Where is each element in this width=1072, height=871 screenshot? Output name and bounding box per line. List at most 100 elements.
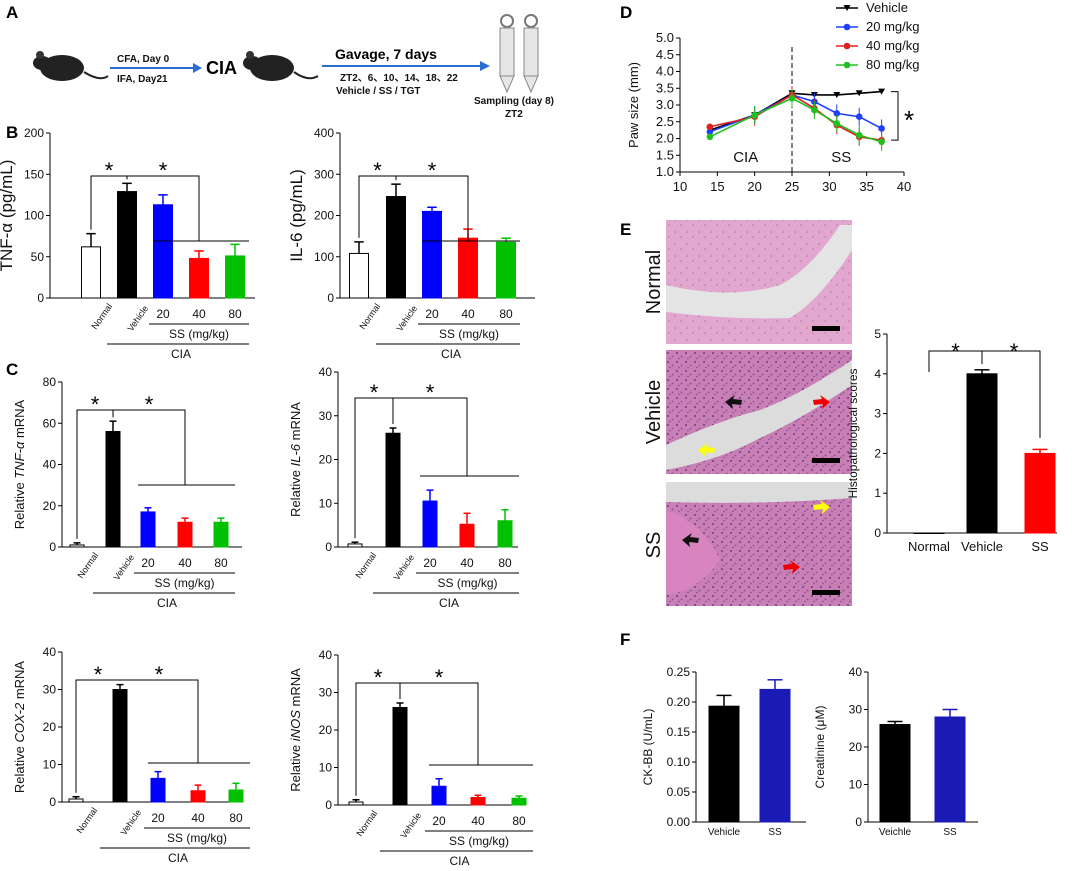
- x-label-dose: 80: [499, 307, 513, 321]
- y-tick-label: 20: [319, 723, 333, 737]
- bar: [966, 373, 998, 534]
- sampling-label: Sampling (day 8): [474, 96, 554, 107]
- y-axis-label: Paw size (mm): [626, 62, 641, 148]
- phase-label-ss: SS: [831, 149, 851, 166]
- legend-label: 40 mg/kg: [866, 38, 919, 53]
- legend-marker: [843, 42, 851, 50]
- bar: [105, 431, 121, 548]
- significance-star: *: [373, 158, 382, 183]
- significance-star: *: [91, 392, 100, 417]
- data-point: [855, 131, 863, 139]
- y-tick-label: 3: [874, 407, 881, 421]
- bar: [879, 724, 911, 823]
- ss-group-label: SS (mg/kg): [169, 327, 229, 341]
- bar: [68, 798, 84, 803]
- legend-marker: [843, 61, 851, 69]
- y-axis-label: CK-BB (U/mL): [641, 709, 655, 786]
- x-label-vehicle: Vehicle: [118, 808, 143, 838]
- y-tick-label: 60: [43, 416, 57, 430]
- panel-a: A CFA, Day 0 IFA, Day21 CIA Gavage, 7 da…: [6, 3, 554, 120]
- data-point: [706, 128, 714, 136]
- bar: [1024, 452, 1056, 534]
- x-tick-label: 10: [673, 179, 687, 194]
- bar: [392, 707, 408, 806]
- ss-group-label: SS (mg/kg): [449, 834, 509, 848]
- significance-star: *: [428, 158, 437, 183]
- paw-size-chart: 1.0 1.52.0 2.5 3.0 3.54.0 4.5 5.0 10 15 20 25 30 35 4…: [626, 0, 919, 194]
- x-label-dose: 40: [192, 307, 206, 321]
- data-point: [706, 133, 714, 141]
- y-tick-label: 0.15: [667, 725, 691, 739]
- x-label-vehicle: Vehicle: [391, 553, 416, 583]
- histology-vehicle-image: [666, 350, 852, 474]
- bar: [708, 705, 740, 823]
- y-tick-label: 40: [43, 458, 57, 472]
- y-tick-label: 0: [327, 291, 334, 305]
- cox2-mrna-chart: 0 10 20 30 40 Relative COX-2 mRNA Normal Vehicl…: [12, 645, 250, 865]
- y-tick-label: 0: [37, 291, 44, 305]
- x-label-normal: Normal: [354, 809, 379, 839]
- y-tick-label: 1: [874, 486, 881, 500]
- x-label-dose: 40: [191, 811, 205, 825]
- y-axis-label: Histopathological scores: [846, 368, 860, 498]
- cia-label: CIA: [206, 58, 237, 78]
- x-label-normal: Normal: [75, 551, 100, 581]
- significance-bracket: [90, 175, 128, 230]
- y-tick-label: 4: [874, 367, 881, 381]
- y-axis-label: IL-6 (pg/mL): [287, 169, 306, 262]
- legend-label: 80 mg/kg: [866, 57, 919, 72]
- panel-letter-c: C: [6, 360, 18, 379]
- x-tick-label: 20: [747, 179, 761, 194]
- y-axis-label: Creatinine (μM): [813, 706, 827, 789]
- y-tick-label: 0: [325, 798, 332, 812]
- y-tick-label: 0: [855, 815, 862, 829]
- y-tick-label: 10: [43, 758, 57, 772]
- significance-star: *: [1010, 339, 1019, 364]
- ifa-label: IFA, Day21: [117, 74, 168, 85]
- y-tick-label: 20: [849, 740, 863, 754]
- significance-bracket: [113, 409, 186, 485]
- legend-label: Vehicle: [866, 0, 908, 15]
- x-category-label: SS: [943, 827, 957, 838]
- y-tick-label: 0: [325, 540, 332, 554]
- red-arrow-icon: [783, 560, 800, 574]
- significance-bracket: [396, 175, 469, 241]
- x-label-normal: Normal: [353, 551, 378, 581]
- data-point: [855, 113, 863, 121]
- y-tick-label: 20: [319, 453, 333, 467]
- y-tick-label: 50: [31, 250, 45, 264]
- y-tick-label: 0: [49, 540, 56, 554]
- x-label-dose: 20: [432, 814, 446, 828]
- bar: [459, 523, 475, 548]
- y-tick-label: 10: [319, 761, 333, 775]
- bar: [431, 785, 447, 806]
- x-tick-label: 30: [822, 179, 836, 194]
- y-tick-label: 30: [319, 409, 333, 423]
- y-tick-label: 5: [874, 327, 881, 341]
- inos-mrna-chart: 0 10 20 30 40 Relative iNOS mRNA Normal Vehicle…: [288, 648, 533, 868]
- bar: [349, 252, 369, 299]
- bar: [385, 432, 401, 548]
- significance-bracket: [982, 350, 1041, 438]
- y-tick-label: 400: [314, 126, 334, 140]
- data-point: [878, 125, 885, 132]
- y-tick-label: 0.10: [667, 755, 691, 769]
- significance-bracket: [928, 350, 983, 372]
- cia-group-label: CIA: [168, 851, 188, 865]
- significance-bracket: [400, 682, 479, 765]
- data-point: [706, 123, 714, 131]
- x-label-dose: 80: [498, 556, 512, 570]
- bar: [189, 257, 209, 299]
- y-tick-label: 0.25: [667, 665, 691, 679]
- y-tick-label: 150: [24, 167, 44, 181]
- bar: [117, 191, 137, 299]
- bar: [140, 511, 156, 548]
- y-tick-label: 0.00: [667, 815, 691, 829]
- data-point: [878, 88, 886, 95]
- cia-group-label: CIA: [441, 347, 461, 361]
- mouse-icon: [33, 51, 109, 81]
- x-tick-label: 15: [710, 179, 724, 194]
- x-label-dose: 20: [156, 307, 170, 321]
- bar: [153, 204, 173, 299]
